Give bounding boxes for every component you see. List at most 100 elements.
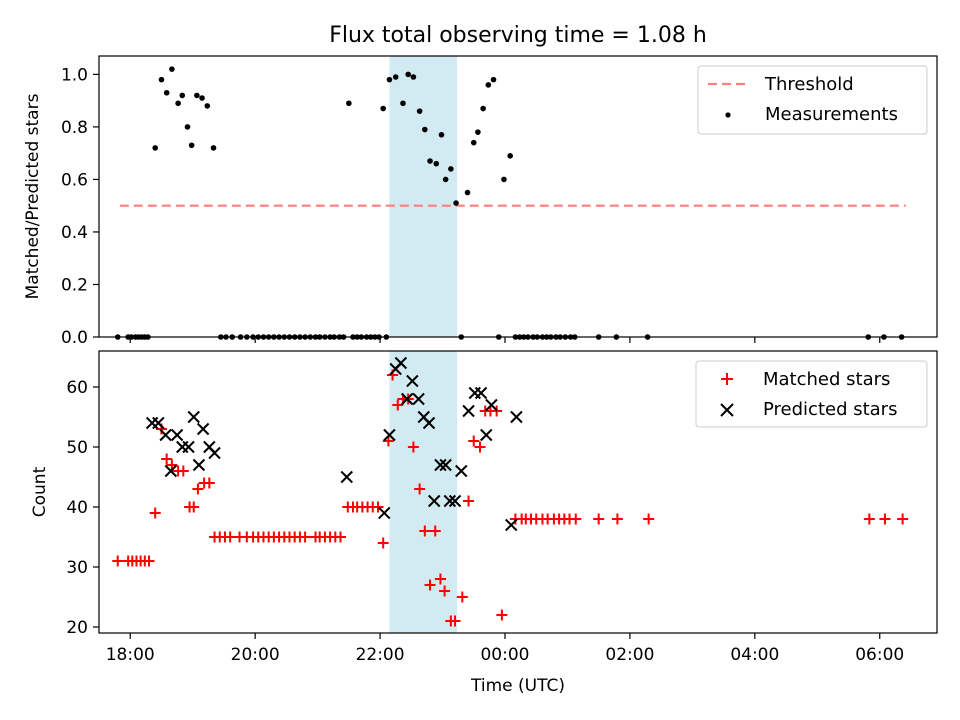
measurement-point — [188, 142, 195, 149]
matched-star-point — [434, 573, 446, 585]
measurement-point — [175, 100, 181, 107]
count-legend-box — [695, 360, 928, 428]
measurement-point — [158, 76, 165, 83]
matched-star-point — [149, 507, 161, 519]
count-ytick-label: 30 — [66, 558, 88, 578]
measurement-point — [507, 152, 513, 159]
predicted-star-point — [510, 410, 523, 424]
figure-title: Flux total observing time = 1.08 h — [329, 23, 707, 48]
measurement-point — [400, 100, 406, 107]
matched-stars-points — [112, 369, 909, 627]
ratio-y-axis: 0.0 0.2 0.4 0.6 0.8 1.0 — [61, 65, 99, 348]
measurement-point — [475, 129, 481, 135]
matched-star-point — [407, 441, 419, 453]
matched-star-point — [161, 453, 173, 465]
measurement-point — [405, 71, 411, 78]
measurement-point — [485, 82, 492, 88]
predicted-star-point — [422, 416, 436, 430]
measurement-point — [163, 89, 170, 96]
measurement-point — [501, 176, 507, 183]
measurement-point — [448, 166, 454, 172]
matched-star-point — [643, 513, 655, 525]
ratio-ytick-label: 0.6 — [61, 170, 88, 190]
time-xtick-label: 02:00 — [605, 645, 654, 665]
matched-star-point — [474, 441, 486, 453]
matched-star-point — [449, 615, 461, 627]
predicted-star-point — [406, 374, 419, 388]
count-ytick-label: 40 — [66, 498, 88, 518]
predicted-star-point — [383, 428, 396, 442]
predicted-star-point — [480, 428, 493, 442]
predicted-star-point — [455, 464, 468, 478]
predicted-star-point — [400, 392, 414, 406]
measurement-point — [194, 92, 200, 99]
count-ytick-label: 20 — [66, 618, 88, 638]
matched-star-point — [570, 513, 582, 525]
count-ytick-label: 60 — [66, 378, 88, 398]
predicted-star-point — [196, 422, 210, 436]
matched-star-point — [414, 483, 426, 495]
legend-matched-label: Matched stars — [763, 369, 890, 390]
measurement-point — [453, 200, 459, 206]
matched-star-point — [496, 609, 508, 621]
ratio-ytick-label: 1.0 — [61, 65, 88, 85]
measurement-point — [438, 131, 445, 138]
measurement-point — [416, 108, 423, 114]
ratio-panel: 0.0 0.2 0.4 0.6 0.8 1.0 Matched/Predicted sta… — [23, 55, 938, 348]
predicted-star-point — [474, 386, 488, 400]
predicted-stars-points — [145, 356, 523, 532]
predicted-star-point — [164, 464, 178, 478]
measurement-point — [152, 145, 159, 151]
predicted-star-point — [340, 470, 353, 484]
matched-star-point — [491, 405, 503, 417]
matched-star-point — [299, 531, 311, 543]
matched-star-point — [392, 399, 404, 411]
matched-star-point — [897, 513, 909, 525]
observing-window-span-top — [389, 56, 458, 337]
predicted-star-point — [182, 440, 195, 454]
predicted-star-point — [412, 392, 425, 406]
measurement-point — [427, 158, 433, 164]
time-x-axis: 18:00 20:00 22:00 00:00 02:00 04:00 06:00 — [106, 633, 904, 665]
time-xtick-label: 22:00 — [356, 645, 405, 665]
measurement-point — [199, 95, 205, 101]
ratio-ytick-label: 0.4 — [61, 223, 88, 243]
matched-star-point — [177, 465, 189, 477]
predicted-star-point — [443, 494, 457, 508]
ratio-y-axis-label: Matched/Predicted stars — [23, 93, 43, 299]
ratio-legend-box — [697, 65, 928, 135]
measurement-point — [422, 126, 428, 133]
legend-measurements-swatch — [725, 112, 731, 118]
matched-star-point — [439, 585, 451, 597]
measurement-point — [380, 105, 386, 112]
predicted-star-point — [378, 506, 391, 520]
matched-star-point — [372, 501, 384, 513]
matched-star-point — [456, 591, 468, 603]
measurement-point — [470, 139, 477, 146]
matched-star-point — [611, 513, 623, 525]
ratio-legend: Threshold Measurements — [697, 65, 928, 135]
measurement-point — [392, 74, 399, 80]
time-xtick-label: 20:00 — [231, 645, 280, 665]
matched-star-point — [879, 513, 891, 525]
count-axes-frame — [98, 350, 938, 634]
matched-star-point — [863, 513, 875, 525]
measurement-point — [464, 189, 471, 196]
predicted-star-point — [505, 518, 518, 532]
matched-star-point — [112, 555, 124, 567]
predicted-star-point — [170, 428, 184, 442]
predicted-star-point — [152, 416, 165, 430]
measurement-point — [179, 92, 186, 99]
predicted-star-point — [208, 446, 221, 460]
time-xtick-label: 06:00 — [855, 645, 904, 665]
measurement-point — [442, 176, 449, 183]
legend-predicted-swatch — [720, 403, 734, 417]
legend-measurements-label: Measurements — [765, 104, 898, 125]
predicted-star-point — [434, 458, 447, 472]
legend-threshold-label: Threshold — [764, 74, 854, 95]
measurement-point — [410, 74, 417, 80]
matched-star-point — [192, 483, 204, 495]
matched-star-point — [335, 531, 347, 543]
predicted-star-point — [159, 428, 172, 442]
